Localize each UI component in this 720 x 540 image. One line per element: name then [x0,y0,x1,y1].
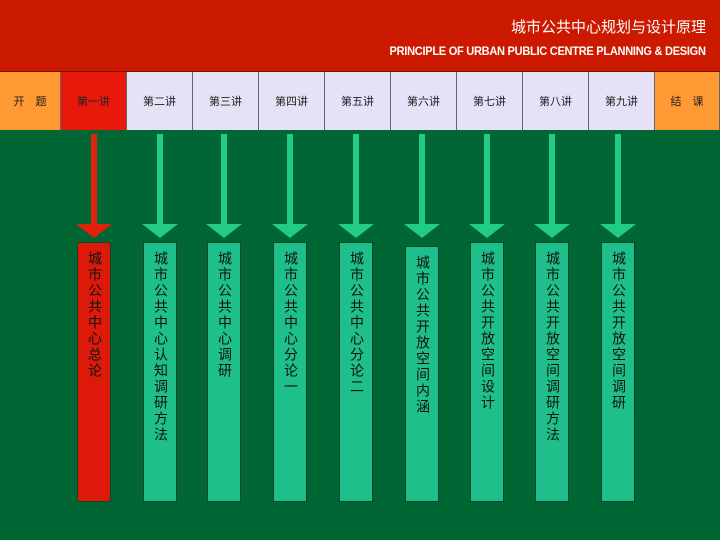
tab-closing[interactable]: 结 课 [655,72,720,130]
lecture-topic-box-2[interactable]: 城市公共中心认知调研方法 [143,242,177,502]
down-arrow-icon [469,134,505,238]
tab-lecture-5[interactable]: 第五讲 [325,72,391,130]
tab-lecture-1[interactable]: 第一讲 [61,72,127,130]
down-arrow-icon [206,134,242,238]
lecture-topic-label: 城市公共开放空间设计 [479,251,495,411]
lecture-topic-label: 城市公共中心调研 [216,251,232,379]
lecture-topic-box-4[interactable]: 城市公共中心分论一 [273,242,307,502]
lecture-topic-label: 城市公共中心分论二 [348,251,364,395]
course-title-cn: 城市公共中心规划与设计原理 [510,18,706,36]
lecture-topic-box-5[interactable]: 城市公共中心分论二 [339,242,373,502]
tab-opening[interactable]: 开 题 [0,72,61,130]
lecture-topic-box-9[interactable]: 城市公共开放空间调研 [601,242,635,502]
header-banner: 城市公共中心规划与设计原理 PRINCIPLE OF URBAN PUBLIC … [0,0,720,72]
down-arrow-icon [338,134,374,238]
down-arrow-icon [534,134,570,238]
lecture-topic-label: 城市公共开放空间调研方法 [544,251,560,443]
lecture-topic-box-8[interactable]: 城市公共开放空间调研方法 [535,242,569,502]
tab-lecture-4[interactable]: 第四讲 [259,72,325,130]
lecture-topic-label: 城市公共中心分论一 [282,251,298,395]
lecture-topic-box-6[interactable]: 城市公共开放空间内涵 [405,246,439,502]
down-arrow-icon [76,134,112,238]
down-arrow-icon [600,134,636,238]
tab-lecture-7[interactable]: 第七讲 [457,72,523,130]
tab-lecture-2[interactable]: 第二讲 [127,72,193,130]
lecture-topic-label: 城市公共开放空间调研 [610,251,626,411]
lecture-topic-label: 城市公共中心总论 [86,251,102,379]
lecture-topic-label: 城市公共开放空间内涵 [414,255,430,415]
tab-lecture-8[interactable]: 第八讲 [523,72,589,130]
lecture-topic-box-7[interactable]: 城市公共开放空间设计 [470,242,504,502]
lecture-topic-box-1[interactable]: 城市公共中心总论 [77,242,111,502]
lecture-topic-box-3[interactable]: 城市公共中心调研 [207,242,241,502]
down-arrow-icon [404,134,440,238]
down-arrow-icon [272,134,308,238]
lecture-topic-label: 城市公共中心认知调研方法 [152,251,168,443]
tab-lecture-6[interactable]: 第六讲 [391,72,457,130]
tab-lecture-3[interactable]: 第三讲 [193,72,259,130]
tab-lecture-9[interactable]: 第九讲 [589,72,655,130]
down-arrow-icon [142,134,178,238]
course-title-en: PRINCIPLE OF URBAN PUBLIC CENTRE PLANNIN… [389,44,706,58]
lecture-tabs: 开 题第一讲 第二讲 第三讲 第四讲 第五讲 第六讲 第七讲 第八讲 第九讲结 课 [0,72,720,130]
lecture-columns: 城市公共中心总论 城市公共中心认知调研方法 城市公共中心调研 城市公共中心分论一 城市公… [0,130,720,540]
